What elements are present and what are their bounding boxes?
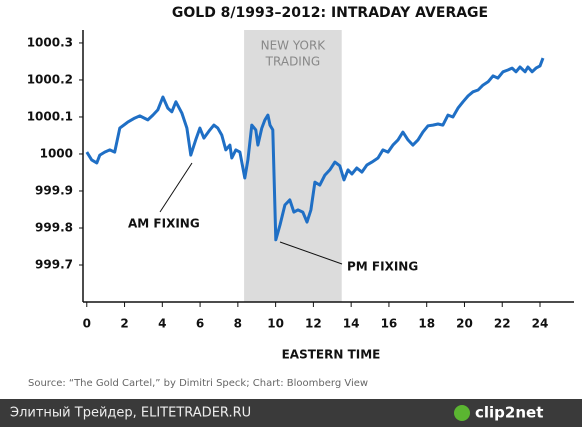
chart-title: GOLD 8/1993–2012: INTRADAY AVERAGE (172, 5, 488, 21)
x-tick-label: 22 (494, 317, 511, 331)
line (85, 57, 545, 242)
logo-icon (454, 405, 470, 421)
x-tick-label: 24 (532, 317, 549, 331)
y-tick-label: 999.7 (35, 257, 73, 271)
x-tick-label: 14 (343, 317, 360, 331)
annotation: AM FIXING (128, 217, 200, 231)
shaded-region (244, 30, 342, 302)
annotation-pointer (159, 162, 193, 213)
x-tick-label: 8 (234, 317, 242, 331)
x-tick-label: 20 (456, 317, 473, 331)
x-tick-label: 0 (83, 317, 91, 331)
annotation: PM FIXING (347, 260, 418, 274)
y-tick-label: 999.9 (35, 183, 73, 197)
logo: clip2net (475, 404, 543, 422)
bottom-bar (0, 399, 582, 427)
y-tick-label: 1000.3 (27, 35, 73, 49)
source: Source: “The Gold Cartel,” by Dimitri Sp… (28, 378, 368, 389)
x-tick-label: 6 (196, 317, 204, 331)
x-tick-label: 10 (267, 317, 284, 331)
x-tick-label: 2 (120, 317, 128, 331)
region-label: NEW YORK (261, 39, 327, 53)
y-tick-label: 1000.2 (27, 72, 73, 86)
x-tick-label: 16 (381, 317, 398, 331)
region-label: TRADING (265, 55, 320, 69)
y-tick-label: 1000 (40, 146, 73, 160)
x-tick-label: 12 (305, 317, 322, 331)
x-tick-label: 4 (158, 317, 166, 331)
y-tick-label: 999.8 (35, 220, 73, 234)
watermark: Элитный Трейдер, ELITETRADER.RU (10, 406, 251, 421)
y-tick-label: 1000.1 (27, 109, 73, 123)
x-tick-label: 18 (418, 317, 435, 331)
annotation-pointer (279, 241, 343, 265)
x-axis-label: EASTERN TIME (282, 348, 381, 362)
